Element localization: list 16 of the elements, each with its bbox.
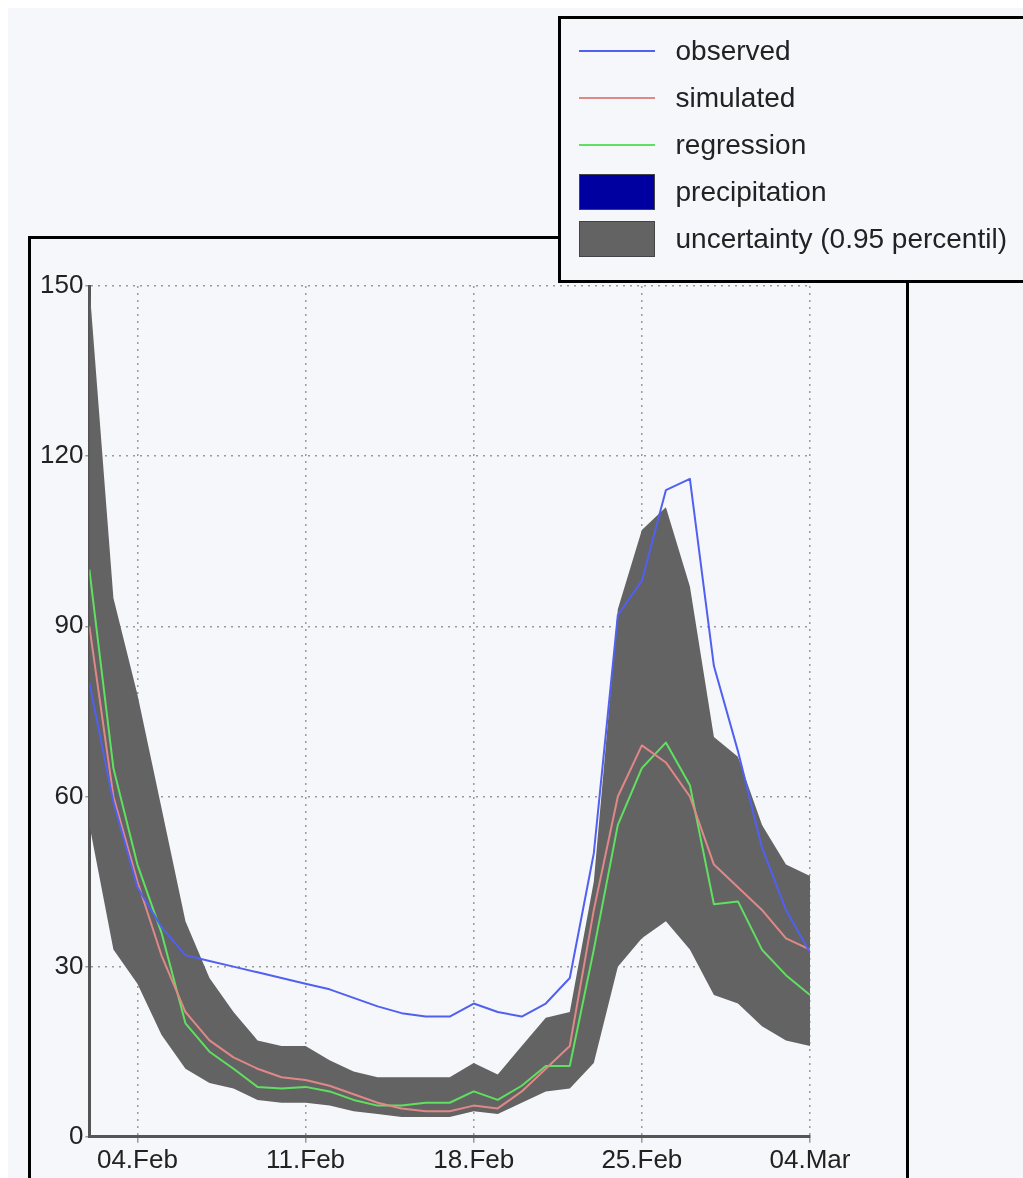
y-tick-label: 120 (39, 439, 84, 470)
legend-label: observed (675, 34, 791, 67)
y-tick-label: 150 (39, 269, 84, 300)
y-tick-label: 90 (54, 609, 84, 640)
legend-label: uncertainty (0.95 percentil) (675, 222, 1007, 255)
legend-label: simulated (675, 81, 796, 114)
x-tick-label: 11.Feb (266, 1143, 346, 1174)
x-tick-label: 18.Feb (433, 1143, 515, 1174)
legend-label: regression (675, 128, 807, 161)
legend-label: precipitation (675, 175, 827, 208)
x-tick-label: 04.Feb (96, 1143, 178, 1174)
y-tick-label: 30 (54, 949, 84, 980)
x-tick-label: 04.Mar (769, 1143, 851, 1174)
y-tick-label: 60 (54, 779, 84, 810)
y-tick-label: 0 (68, 1119, 84, 1150)
x-tick-label: 25.Feb (601, 1143, 683, 1174)
